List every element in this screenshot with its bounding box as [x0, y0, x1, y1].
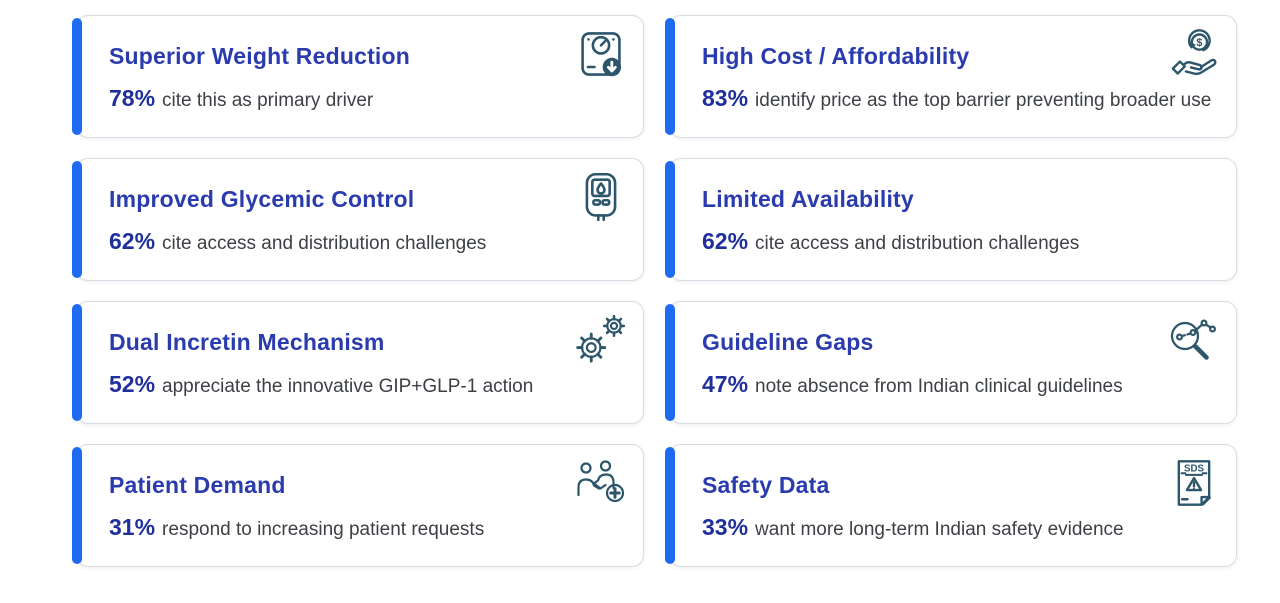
accent-bar — [665, 447, 675, 564]
magnifier-analysis-icon — [1168, 314, 1220, 366]
card-improved-glycemic-control: Improved Glycemic Control 62% cite access… — [72, 158, 644, 281]
money-hand-icon: $ — [1168, 28, 1220, 80]
stat-value: 47% — [702, 371, 749, 397]
stat-value: 62% — [702, 228, 749, 254]
stat-value: 31% — [109, 514, 156, 540]
stat-description: respond to increasing patient requests — [162, 519, 485, 540]
stat-description: cite access and distribution challenges — [755, 233, 1080, 254]
card-title: Limited Availability — [702, 186, 914, 212]
card-stat: 33% want more long-term Indian safety evi… — [702, 514, 1230, 541]
card-dual-incretin-mechanism: Dual Incretin Mechanism 52% appreciate th… — [72, 301, 644, 424]
card-high-cost-affordability: High Cost / Affordability 83% identify pr… — [665, 15, 1237, 138]
glucose-meter-icon — [575, 171, 627, 223]
card-title: Dual Incretin Mechanism — [109, 329, 385, 355]
card-stat: 78% cite this as primary driver — [109, 85, 637, 112]
sds-document-icon: SDS — [1168, 457, 1220, 509]
card-guideline-gaps: Guideline Gaps 47% note absence from Indi… — [665, 301, 1237, 424]
stat-value: 83% — [702, 85, 749, 111]
stat-description: cite access and distribution challenges — [162, 233, 487, 254]
svg-text:SDS: SDS — [1184, 464, 1205, 475]
card-title: High Cost / Affordability — [702, 43, 970, 69]
card-title: Safety Data — [702, 472, 830, 498]
card-title: Superior Weight Reduction — [109, 43, 411, 69]
card-title: Guideline Gaps — [702, 329, 874, 355]
card-safety-data: Safety Data 33% want more long-term India… — [665, 444, 1237, 567]
accent-bar — [72, 447, 82, 564]
accent-bar — [72, 304, 82, 421]
card-title: Patient Demand — [109, 472, 286, 498]
stat-value: 62% — [109, 228, 156, 254]
card-limited-availability: Limited Availability 62% cite access and … — [665, 158, 1237, 281]
card-patient-demand: Patient Demand 31% respond to increasing … — [72, 444, 644, 567]
stat-description: appreciate the innovative GIP+GLP-1 acti… — [162, 376, 534, 397]
accent-bar — [665, 161, 675, 278]
stat-description: note absence from Indian clinical guidel… — [755, 376, 1123, 397]
accent-bar — [72, 161, 82, 278]
card-stat: 83% identify price as the top barrier pre… — [702, 85, 1230, 112]
svg-text:$: $ — [1196, 37, 1202, 49]
stat-card-grid: Superior Weight Reduction 78% cite this a… — [72, 15, 1237, 567]
stat-description: want more long-term Indian safety eviden… — [755, 519, 1124, 540]
weight-scale-icon — [575, 28, 627, 80]
card-stat: 47% note absence from Indian clinical gui… — [702, 371, 1230, 398]
stat-value: 78% — [109, 85, 156, 111]
card-title: Improved Glycemic Control — [109, 186, 415, 212]
stat-description: identify price as the top barrier preven… — [755, 90, 1212, 111]
accent-bar — [665, 18, 675, 135]
card-stat: 62% cite access and distribution challeng… — [702, 228, 1230, 255]
stat-value: 52% — [109, 371, 156, 397]
card-superior-weight-reduction: Superior Weight Reduction 78% cite this a… — [72, 15, 644, 138]
card-stat: 31% respond to increasing patient request… — [109, 514, 637, 541]
card-stat: 62% cite access and distribution challeng… — [109, 228, 637, 255]
gears-icon — [575, 314, 627, 366]
patients-handshake-icon — [575, 457, 627, 509]
card-stat: 52% appreciate the innovative GIP+GLP-1 a… — [109, 371, 637, 398]
stat-description: cite this as primary driver — [162, 90, 374, 111]
accent-bar — [72, 18, 82, 135]
stat-value: 33% — [702, 514, 749, 540]
accent-bar — [665, 304, 675, 421]
